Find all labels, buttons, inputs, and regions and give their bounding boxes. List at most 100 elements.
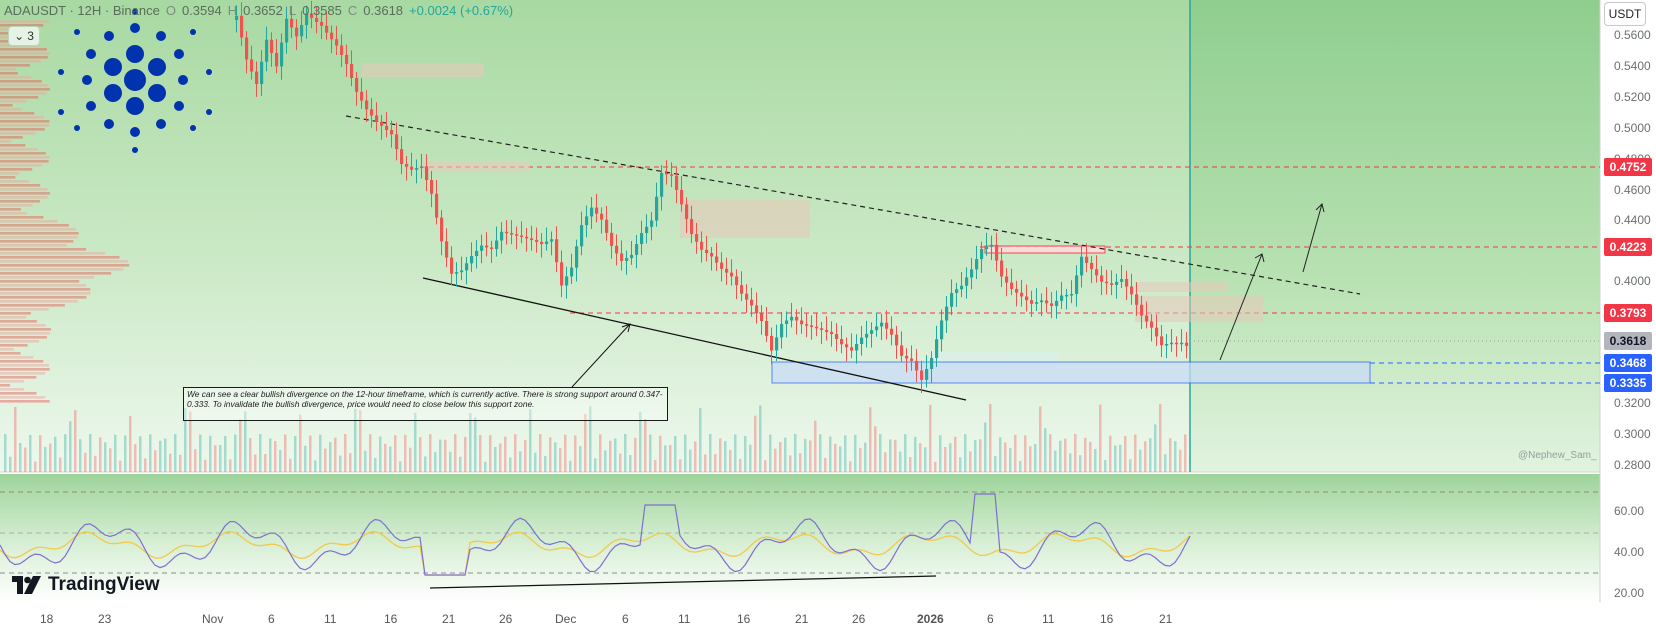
volume-bar — [384, 443, 387, 472]
candle-body — [390, 129, 394, 135]
candle-body — [720, 262, 724, 269]
currency-unit-button[interactable]: USDT — [1604, 2, 1646, 26]
volume-bar — [49, 443, 52, 472]
volume-bar — [459, 456, 462, 472]
candle-body — [865, 333, 869, 338]
close-value: 0.3618 — [363, 2, 404, 18]
volume-profile-bar — [0, 308, 49, 311]
volume-profile-bar — [0, 200, 41, 203]
candle-body — [395, 134, 399, 150]
candle-body — [805, 324, 809, 326]
candle-body — [340, 45, 344, 55]
candle-body — [635, 244, 639, 255]
candle-body — [415, 167, 419, 170]
candle-body — [1105, 281, 1109, 284]
volume-bar — [1154, 424, 1157, 472]
volume-bar — [904, 434, 907, 472]
volume-profile-bar — [0, 400, 50, 403]
candle-body — [1065, 294, 1069, 297]
volume-profile-bar — [0, 144, 26, 147]
candle-body — [385, 125, 389, 130]
volume-bar — [1069, 453, 1072, 472]
indicators-toggle-button[interactable]: ⌄ 3 — [8, 26, 40, 46]
open-label: O — [165, 2, 176, 18]
volume-bar — [944, 447, 947, 472]
candle-body — [660, 172, 664, 197]
volume-bars — [4, 404, 1187, 472]
volume-profile-bar — [0, 172, 20, 175]
volume-bar — [819, 434, 822, 472]
candle-body — [265, 39, 269, 62]
volume-bar — [374, 457, 377, 472]
volume-profile-bar — [0, 212, 28, 215]
volume-profile-bar — [0, 300, 78, 303]
volume-profile-bar — [0, 384, 11, 387]
candle-body — [970, 269, 974, 278]
volume-profile-bar — [0, 392, 37, 395]
volume-bar — [199, 434, 202, 472]
logo-dot — [126, 45, 144, 63]
volume-bar — [804, 438, 807, 472]
candle-body — [1080, 256, 1084, 276]
divergence-support-trendline — [422, 277, 967, 401]
candle-body — [745, 293, 749, 300]
tradingview-logo[interactable]: TradingView — [12, 574, 160, 596]
volume-profile-bar — [0, 216, 44, 219]
volume-bar — [364, 450, 367, 472]
volume-profile-bar — [0, 364, 49, 367]
candle-body — [980, 249, 984, 260]
supply-zone — [984, 245, 1106, 254]
candle-body — [535, 239, 539, 242]
volume-profile-bar — [0, 104, 13, 107]
volume-bar — [1014, 434, 1017, 472]
candle-body — [490, 247, 494, 250]
candle-body — [240, 15, 244, 38]
candle-body — [370, 109, 374, 116]
candle-body — [920, 370, 924, 380]
candle-body — [505, 231, 509, 234]
candle-body — [1185, 342, 1189, 346]
candle-body — [685, 204, 689, 220]
volume-bar — [624, 434, 627, 472]
volume-bar — [1059, 440, 1062, 472]
volume-bar — [1134, 434, 1137, 472]
time-axis-tick: 6 — [268, 612, 275, 626]
volume-bar — [299, 414, 302, 472]
logo-dot — [178, 75, 188, 85]
symbol-info[interactable]: ADAUSDT · 12H · Binance — [4, 2, 160, 18]
candle-body — [915, 360, 919, 371]
volume-bar — [1039, 406, 1042, 472]
volume-profile-bar — [0, 76, 32, 79]
volume-bar — [94, 455, 97, 472]
volume-bar — [899, 451, 902, 472]
volume-profile-bar — [0, 252, 106, 255]
chevron-down-icon: ⌄ — [14, 29, 25, 43]
candle-body — [1160, 336, 1164, 346]
time-axis-tick: 11 — [1042, 612, 1055, 626]
volume-profile-bar — [0, 320, 37, 323]
volume-bar — [1079, 455, 1082, 472]
candle-body — [565, 276, 569, 286]
candle-body — [1135, 294, 1139, 305]
candle-body — [325, 25, 329, 33]
projection-arrow — [1302, 203, 1323, 273]
price-axis-tick: 0.2800 — [1614, 458, 1651, 472]
volume-bar — [929, 405, 932, 472]
volume-bar — [1124, 436, 1127, 472]
candle-body — [1130, 286, 1134, 295]
volume-bar — [279, 450, 282, 472]
volume-bar — [24, 447, 27, 472]
time-axis-tick: 11 — [324, 612, 337, 626]
candle-body — [520, 235, 524, 237]
candle-body — [290, 18, 294, 28]
candle-body — [1010, 282, 1014, 289]
candle-body — [480, 245, 484, 251]
analysis-annotation[interactable]: We can see a clear bullish divergence on… — [183, 387, 668, 421]
time-axis-background — [0, 602, 1656, 630]
candle-body — [430, 180, 434, 194]
time-axis-tick: 26 — [852, 612, 866, 626]
candle-body — [780, 324, 784, 338]
candle-body — [1115, 281, 1119, 285]
volume-bar — [74, 410, 77, 472]
